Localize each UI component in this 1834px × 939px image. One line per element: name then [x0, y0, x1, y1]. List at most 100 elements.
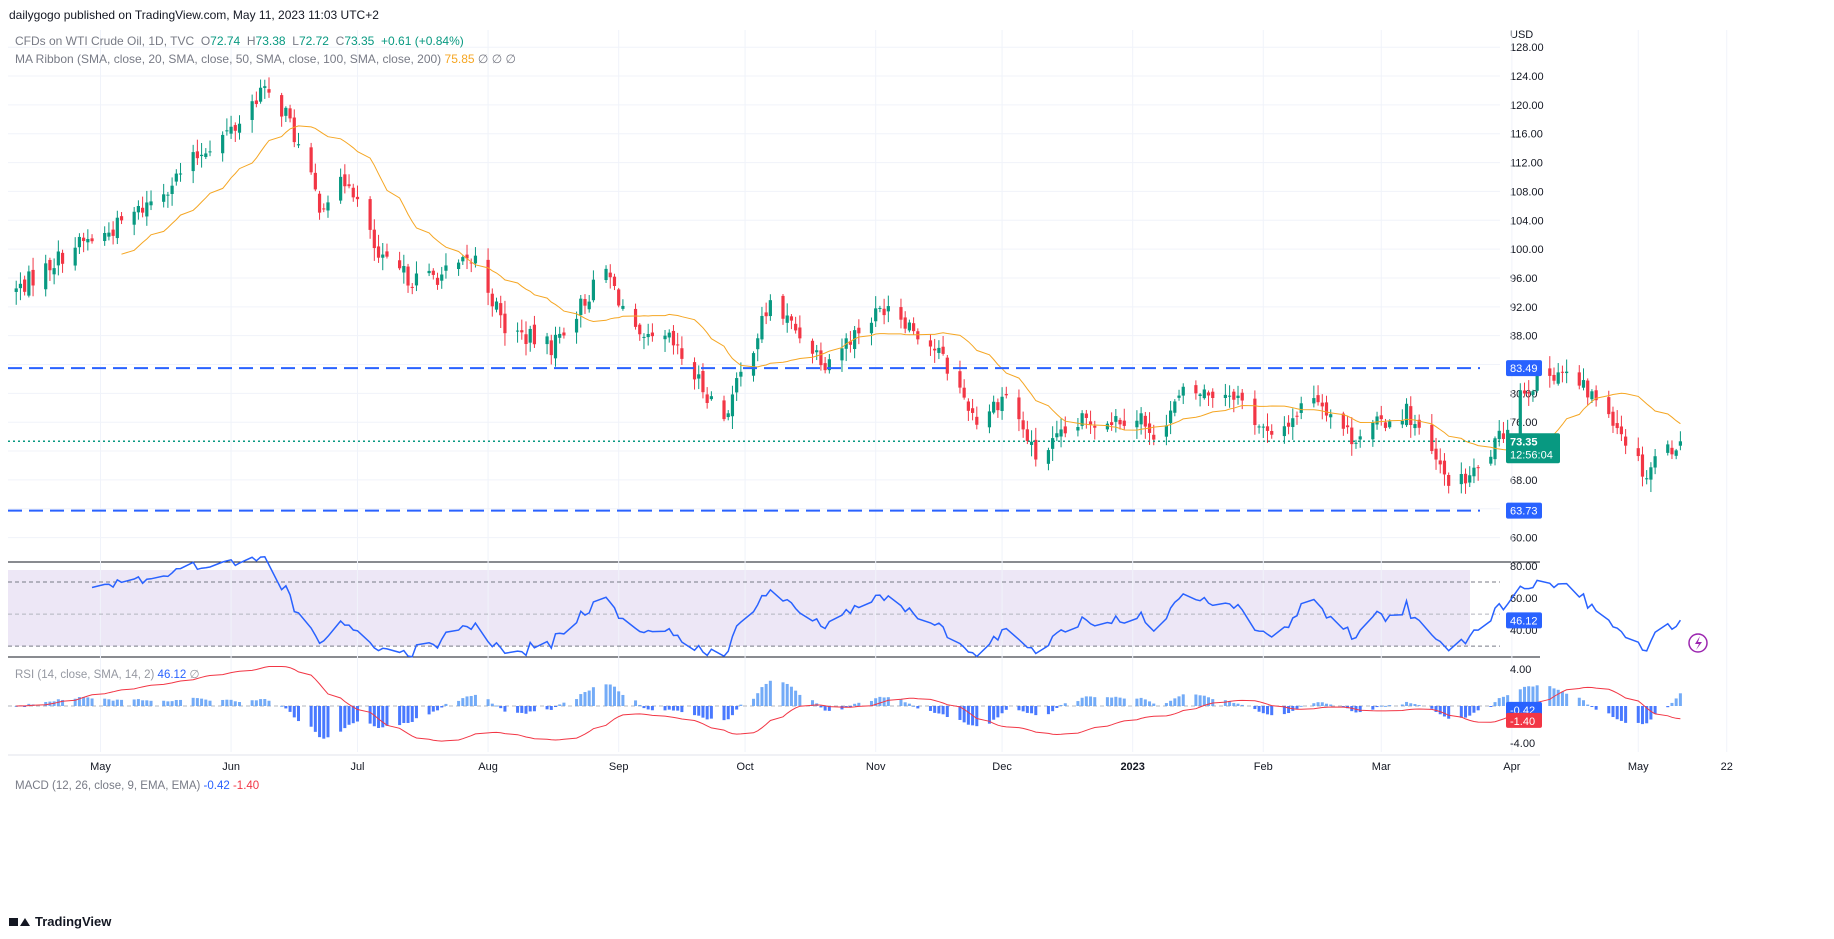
candle-body — [1295, 415, 1299, 417]
candle-body — [1430, 424, 1434, 451]
candle-body — [1590, 391, 1594, 400]
candle-body — [162, 194, 166, 202]
candle-body — [398, 260, 402, 269]
candle-body — [1329, 414, 1333, 418]
macd-histogram-bar — [1577, 697, 1581, 706]
macd-histogram-bar — [928, 706, 932, 711]
macd-histogram-bar — [1489, 706, 1493, 707]
candle-body — [90, 238, 94, 242]
macd-histogram-bar — [1148, 701, 1152, 706]
macd-histogram-bar — [671, 706, 675, 711]
candle-body — [1282, 426, 1286, 437]
candle-body — [1253, 398, 1257, 426]
macd-histogram-bar — [313, 706, 317, 732]
candle-body — [351, 187, 355, 198]
candle-body — [515, 330, 520, 332]
macd-histogram-bar — [250, 700, 254, 706]
candle-body — [1463, 473, 1468, 484]
macd-histogram-bar — [1202, 695, 1206, 706]
candle-body — [722, 400, 726, 420]
macd-histogram-bar — [14, 706, 18, 707]
footer-brand[interactable]: TradingView — [9, 914, 111, 929]
candle-body — [928, 340, 933, 347]
macd-histogram-bar — [705, 706, 709, 720]
macd-histogram-bar — [634, 700, 638, 706]
symbol-description: CFDs on WTI Crude Oil, 1D, TVC — [15, 34, 195, 48]
candle-body — [115, 217, 119, 239]
rsi-tick-label: 80.00 — [1510, 561, 1538, 573]
candle-body — [532, 324, 537, 345]
macd-histogram-bar — [1501, 696, 1505, 706]
candle-body — [642, 336, 646, 338]
macd-histogram-bar — [1358, 706, 1362, 713]
candle-body — [1320, 402, 1324, 407]
candle-body — [48, 259, 52, 271]
macd-histogram-bar — [179, 699, 183, 706]
macd-histogram-bar — [73, 698, 77, 706]
candle-body — [427, 270, 431, 274]
macd-histogram-bar — [1164, 703, 1168, 706]
candle-body — [1400, 420, 1404, 425]
macd-histogram-bar — [195, 698, 199, 706]
macd-histogram-bar — [1434, 706, 1438, 712]
rsi-value-label: 46.12 — [1510, 615, 1538, 627]
macd-histogram-bar — [760, 687, 764, 706]
macd-histogram-bar — [1030, 706, 1034, 714]
candle-body — [107, 232, 111, 237]
macd-histogram-bar — [1004, 706, 1008, 710]
candle-body — [435, 277, 440, 285]
candle-body — [520, 330, 524, 333]
signal-value: -1.40 — [232, 780, 260, 792]
macd-histogram-bar — [916, 706, 920, 709]
candle-body — [280, 95, 284, 117]
macd-histogram-bar — [377, 706, 381, 728]
candle-body — [1316, 395, 1320, 403]
candle-body — [322, 208, 326, 210]
macd-histogram-bar — [1468, 706, 1472, 716]
candle-body — [768, 300, 772, 317]
candle-body — [1084, 413, 1088, 418]
candle-body — [1286, 422, 1291, 427]
candle-body — [1354, 442, 1358, 444]
macd-histogram-bar — [798, 694, 802, 706]
macd-histogram-bar — [115, 699, 119, 706]
macd-histogram-bar — [1198, 695, 1202, 706]
candle-body — [258, 87, 263, 102]
macd-histogram-bar — [958, 706, 962, 720]
time-tick-label: Jul — [350, 761, 364, 773]
macd-histogram-bar — [103, 698, 107, 706]
price-legend: CFDs on WTI Crude Oil, 1D, TVC O72.74 H7… — [15, 34, 464, 48]
macd-histogram-bar — [1232, 702, 1236, 706]
macd-histogram-bar — [886, 697, 890, 706]
macd-histogram-bar — [1535, 685, 1539, 706]
macd-histogram-bar — [457, 700, 461, 706]
candle-body — [31, 269, 35, 286]
macd-histogram-bar — [1207, 697, 1211, 706]
publisher-line: dailygogo published on TradingView.com, … — [9, 8, 379, 22]
macd-histogram-bar — [174, 700, 178, 706]
candle-body — [1169, 410, 1173, 424]
candle-body — [27, 271, 31, 296]
macd-histogram-bar — [1236, 703, 1240, 706]
candle-body — [103, 232, 107, 242]
countdown-label: 12:56:04 — [1510, 449, 1553, 461]
macd-histogram-bar — [975, 706, 979, 727]
macd-histogram-bar — [208, 700, 212, 706]
ma20-value: 75.85 — [444, 52, 475, 66]
macd-histogram-bar — [1105, 697, 1109, 706]
time-tick-label: Apr — [1503, 761, 1520, 773]
macd-histogram-bar — [107, 699, 111, 706]
macd-histogram-bar — [191, 697, 195, 706]
candle-body — [136, 205, 140, 213]
macd-histogram-bar — [132, 699, 136, 706]
candle-body — [1497, 430, 1501, 440]
price-tick-label: 104.00 — [1510, 215, 1544, 227]
macd-histogram-bar — [857, 702, 861, 706]
candle-body — [381, 254, 385, 258]
macd-histogram-bar — [495, 705, 499, 707]
macd-histogram-bar — [1059, 704, 1063, 706]
candle-body — [473, 255, 478, 264]
macd-histogram-bar — [1552, 688, 1556, 706]
candle-body — [178, 173, 183, 175]
